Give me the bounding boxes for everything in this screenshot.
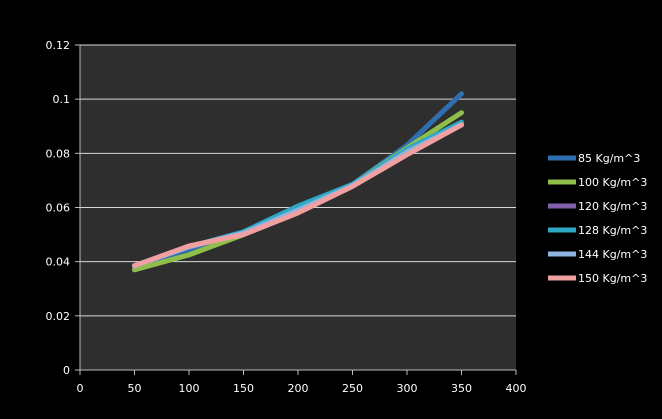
y-tick-label: 0	[63, 364, 70, 377]
x-tick-label: 300	[397, 382, 418, 395]
y-tick-label: 0.12	[46, 39, 71, 52]
series-lines	[132, 91, 464, 273]
legend-label: 85 Kg/m^3	[578, 152, 640, 165]
x-tick-label: 350	[451, 382, 472, 395]
y-tick-label: 0.04	[46, 256, 71, 269]
legend-label: 100 Kg/m^3	[578, 176, 647, 189]
legend-item: 85 Kg/m^3	[548, 152, 640, 165]
y-tick-label: 0.1	[53, 93, 71, 106]
x-tick-label: 150	[233, 382, 254, 395]
legend-label: 120 Kg/m^3	[578, 200, 647, 213]
x-axis-ticks: 0 50 100 150 200 250 300 350 400	[77, 370, 527, 395]
x-tick-label: 400	[506, 382, 527, 395]
legend-label: 144 Kg/m^3	[578, 248, 647, 261]
y-axis-ticks: 0 0.02 0.04 0.06 0.08 0.1 0.12	[46, 39, 80, 377]
y-tick-label: 0.06	[46, 202, 71, 215]
x-tick-label: 200	[288, 382, 309, 395]
y-tick-label: 0.02	[46, 310, 71, 323]
legend-item: 100 Kg/m^3	[548, 176, 647, 189]
x-tick-label: 100	[179, 382, 200, 395]
x-tick-label: 250	[342, 382, 363, 395]
y-tick-label: 0.08	[46, 147, 71, 160]
legend-item: 144 Kg/m^3	[548, 248, 647, 261]
legend-item: 120 Kg/m^3	[548, 200, 647, 213]
series-line-5	[132, 122, 464, 269]
legend-item: 128 Kg/m^3	[548, 224, 647, 237]
legend: 85 Kg/m^3 100 Kg/m^3 120 Kg/m^3 128 Kg/m^3 1…	[548, 152, 647, 285]
x-tick-label: 50	[128, 382, 142, 395]
legend-label: 128 Kg/m^3	[578, 224, 647, 237]
legend-label: 150 Kg/m^3	[578, 272, 647, 285]
legend-item: 150 Kg/m^3	[548, 272, 647, 285]
x-tick-label: 0	[77, 382, 84, 395]
